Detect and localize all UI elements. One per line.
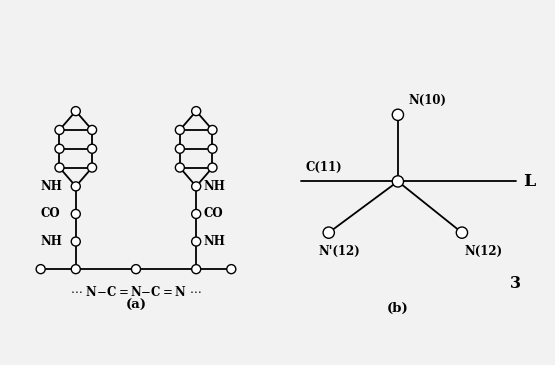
Text: NH: NH <box>204 180 225 193</box>
Circle shape <box>55 144 64 153</box>
Circle shape <box>191 182 201 191</box>
Text: (a): (a) <box>125 299 147 312</box>
Circle shape <box>208 144 217 153</box>
Text: $\cdots$ N$-$C$=$N$-$C$=$N $\cdots$: $\cdots$ N$-$C$=$N$-$C$=$N $\cdots$ <box>70 285 202 299</box>
Text: N(10): N(10) <box>408 94 446 107</box>
Circle shape <box>323 227 334 238</box>
Circle shape <box>456 227 467 238</box>
Text: (b): (b) <box>387 301 409 315</box>
Text: NH: NH <box>41 235 63 248</box>
Circle shape <box>71 237 80 246</box>
Circle shape <box>55 163 64 172</box>
Text: 3: 3 <box>510 274 521 292</box>
Circle shape <box>191 237 201 246</box>
Circle shape <box>71 107 80 116</box>
Text: NH: NH <box>204 235 225 248</box>
Text: L: L <box>523 173 536 190</box>
Circle shape <box>88 163 97 172</box>
Text: N'(12): N'(12) <box>319 245 360 258</box>
Circle shape <box>88 144 97 153</box>
Circle shape <box>191 210 201 219</box>
Circle shape <box>88 126 97 134</box>
Circle shape <box>392 176 403 187</box>
Circle shape <box>208 126 217 134</box>
Text: C(11): C(11) <box>306 161 342 174</box>
Circle shape <box>191 107 201 116</box>
Circle shape <box>191 265 201 274</box>
Circle shape <box>71 265 80 274</box>
Circle shape <box>227 265 236 274</box>
Text: N(12): N(12) <box>465 245 503 258</box>
Text: CO: CO <box>41 207 60 220</box>
Circle shape <box>71 210 80 219</box>
Circle shape <box>392 109 403 120</box>
Circle shape <box>71 182 80 191</box>
Text: NH: NH <box>41 180 63 193</box>
Circle shape <box>55 126 64 134</box>
Circle shape <box>175 144 184 153</box>
Circle shape <box>175 163 184 172</box>
Text: CO: CO <box>204 207 223 220</box>
Circle shape <box>208 163 217 172</box>
Circle shape <box>132 265 140 274</box>
Circle shape <box>36 265 45 274</box>
Circle shape <box>175 126 184 134</box>
